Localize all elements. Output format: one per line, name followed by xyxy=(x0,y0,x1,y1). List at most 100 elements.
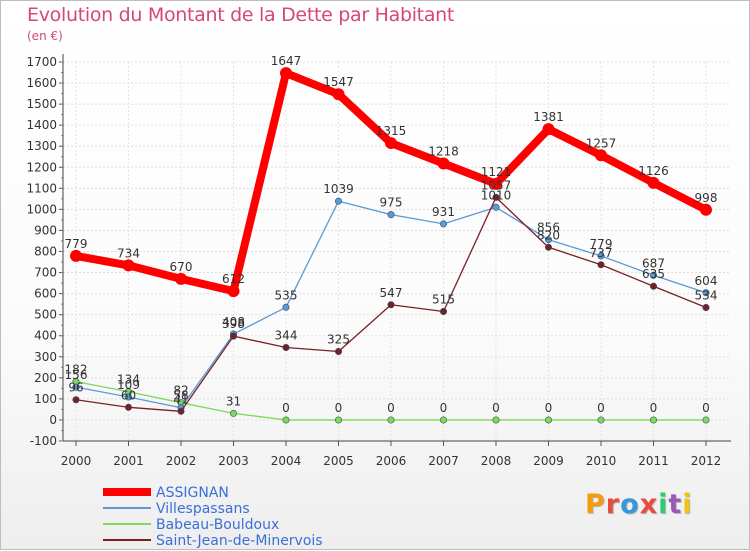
data-label: 1010 xyxy=(481,188,512,202)
data-label: 1057 xyxy=(481,178,512,192)
data-label: 779 xyxy=(590,237,613,251)
data-point xyxy=(334,197,342,205)
y-tick-label: 1100 xyxy=(26,181,57,195)
data-label: 737 xyxy=(590,246,613,260)
data-point xyxy=(439,220,447,228)
data-label: 1315 xyxy=(376,124,407,138)
y-tick-label: 300 xyxy=(34,350,57,364)
data-point xyxy=(542,123,555,136)
data-label: 515 xyxy=(432,293,455,307)
y-tick-label: 1300 xyxy=(26,139,57,153)
data-point xyxy=(72,396,80,404)
y-tick-label: 200 xyxy=(34,371,57,385)
data-label: 344 xyxy=(275,329,298,343)
data-label: 0 xyxy=(650,401,658,415)
data-point xyxy=(439,416,447,424)
x-tick-label: 2000 xyxy=(61,454,92,468)
data-point xyxy=(544,236,552,244)
data-point xyxy=(649,416,657,424)
data-label: 0 xyxy=(492,401,500,415)
data-point xyxy=(544,416,552,424)
data-label: 998 xyxy=(695,191,718,205)
x-tick-label: 2012 xyxy=(691,454,722,468)
data-label: 1039 xyxy=(323,182,354,196)
data-point xyxy=(125,403,133,411)
chart-unit: (en €) xyxy=(27,29,63,43)
y-tick-label: 900 xyxy=(34,223,57,237)
chart-title: Evolution du Montant de la Dette par Hab… xyxy=(27,4,455,26)
data-label: 535 xyxy=(275,288,298,302)
data-point xyxy=(385,137,397,150)
data-label: 1647 xyxy=(271,54,302,68)
data-label: 0 xyxy=(440,401,448,415)
x-tick-label: 2011 xyxy=(638,454,669,468)
data-point xyxy=(70,249,82,262)
data-label: 547 xyxy=(380,286,403,300)
y-tick-label: 1600 xyxy=(26,76,57,90)
y-tick-label: 0 xyxy=(49,413,57,427)
axes xyxy=(59,54,731,446)
data-point xyxy=(72,383,80,391)
data-point xyxy=(702,304,710,312)
data-point xyxy=(702,416,710,424)
data-label: 109 xyxy=(117,378,140,392)
data-label: 0 xyxy=(597,401,605,415)
data-label: 408 xyxy=(222,315,245,329)
data-point xyxy=(702,289,710,297)
data-label: 1547 xyxy=(323,75,354,89)
y-axis-ticks: -100 0 100 200 300 400 500 600 700 800 900 1000 1100… xyxy=(26,55,57,448)
y-tick-label: 1700 xyxy=(26,55,57,69)
x-tick-label: 2009 xyxy=(533,454,564,468)
data-point xyxy=(177,407,185,415)
logo-letter: o xyxy=(620,489,640,520)
data-label: 0 xyxy=(335,401,343,415)
logo-letter: t xyxy=(668,489,683,520)
data-point xyxy=(122,259,135,272)
data-point xyxy=(597,416,605,424)
data-point xyxy=(647,176,660,189)
data-point xyxy=(282,303,290,311)
data-label: 1126 xyxy=(638,164,669,178)
data-point xyxy=(227,285,240,298)
data-label: 398 xyxy=(222,317,245,331)
data-point xyxy=(492,193,500,201)
x-tick-label: 2003 xyxy=(218,454,249,468)
legend-label: Villespassans xyxy=(156,501,250,517)
legend-label: Saint-Jean-de-Minervois xyxy=(156,533,323,549)
y-tick-label: 1500 xyxy=(26,97,57,111)
data-point xyxy=(492,203,500,211)
data-label: 670 xyxy=(170,260,193,274)
data-label: 156 xyxy=(65,368,88,382)
data-label: 0 xyxy=(545,401,553,415)
x-tick-label: 2001 xyxy=(113,454,144,468)
grid-lines xyxy=(63,61,731,442)
data-point xyxy=(597,261,605,269)
data-point xyxy=(280,67,292,80)
data-label: 687 xyxy=(642,256,665,270)
data-point xyxy=(437,157,450,170)
data-point xyxy=(282,344,290,352)
data-point xyxy=(387,211,395,219)
y-tick-label: 500 xyxy=(34,308,57,322)
data-label: 134 xyxy=(117,373,140,387)
data-label: 734 xyxy=(117,246,140,260)
data-label: 1121 xyxy=(481,165,512,179)
y-tick-label: -100 xyxy=(30,434,57,448)
data-point xyxy=(700,203,712,216)
logo-letter: P xyxy=(585,489,606,520)
x-tick-label: 2006 xyxy=(376,454,407,468)
y-tick-label: 600 xyxy=(34,287,57,301)
data-point xyxy=(490,177,502,190)
data-label: 0 xyxy=(702,401,710,415)
data-point xyxy=(544,243,552,251)
data-label: 931 xyxy=(432,205,455,219)
data-label: 1257 xyxy=(586,136,617,150)
x-tick-label: 2004 xyxy=(271,454,302,468)
data-point xyxy=(649,271,657,279)
legend-label: Babeau-Bouldoux xyxy=(156,517,279,533)
data-label: 856 xyxy=(537,221,560,235)
data-label: 96 xyxy=(68,381,83,395)
y-tick-label: 700 xyxy=(34,266,57,280)
